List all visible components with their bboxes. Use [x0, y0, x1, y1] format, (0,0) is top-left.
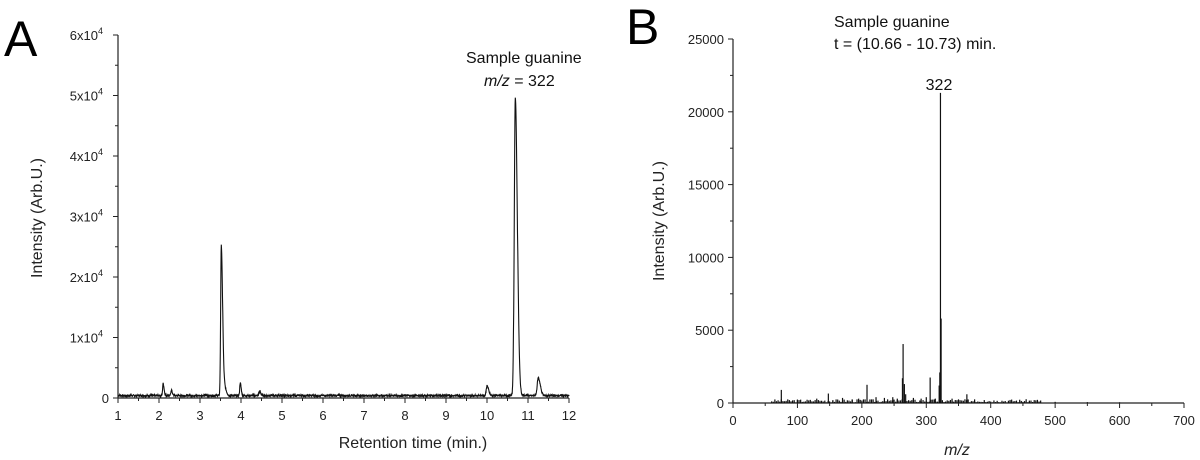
x-tick-label: 500: [1044, 413, 1066, 428]
mass-spectrum-panel: Sample guanine t = (10.66 - 10.73) min. …: [651, 14, 1195, 459]
x-tick-label: 11: [521, 408, 535, 423]
y-tick-label: 2x104: [70, 268, 103, 285]
y-tick-label: 25000: [688, 32, 724, 47]
y-tick-label: 5000: [695, 323, 724, 338]
y-tick-label: 10000: [688, 250, 724, 265]
y-tick-label: 0: [102, 391, 109, 406]
x-tick-label: 300: [915, 413, 937, 428]
spectrum-time-annotation: t = (10.66 - 10.73) min.: [834, 36, 996, 53]
spectrum-y-axis-label: Intensity (Arb.U.): [651, 161, 668, 281]
x-tick-label: 3: [196, 408, 203, 423]
chromatogram-trace: [117, 97, 570, 399]
y-tick-label: 3x104: [70, 208, 103, 225]
x-tick-label: 0: [729, 413, 736, 428]
y-tick-label: 5x104: [70, 87, 103, 104]
x-tick-label: 400: [980, 413, 1002, 428]
y-tick-label: 1x104: [70, 329, 103, 346]
spectrum-x-axis-label: m/z: [944, 442, 970, 459]
chromatogram-panel: Sample guanine m/z = 322 Retention time …: [29, 26, 582, 452]
panel-a-letter: A: [4, 11, 38, 67]
mz-value: = 322: [510, 73, 555, 90]
x-tick-label: 4: [237, 408, 244, 423]
chromatogram-x-axis-label: Retention time (min.): [339, 435, 488, 452]
x-tick-label: 200: [851, 413, 873, 428]
panel-b-letter: B: [626, 0, 659, 55]
chromatogram-mz-annotation: m/z = 322: [484, 73, 555, 90]
chromatogram-sample-annotation: Sample guanine: [466, 50, 582, 67]
y-tick-label: 20000: [688, 105, 724, 120]
x-tick-label: 5: [278, 408, 285, 423]
mz-italic: m/z: [484, 73, 510, 90]
y-tick-label: 6x104: [70, 26, 103, 43]
x-tick-label: 1: [114, 408, 121, 423]
x-tick-label: 10: [480, 408, 494, 423]
x-tick-label: 7: [360, 408, 367, 423]
y-tick-label: 0: [717, 396, 724, 411]
x-tick-label: 12: [562, 408, 576, 423]
y-tick-label: 15000: [688, 178, 724, 193]
chromatogram-y-axis-label: Intensity (Arb.U.): [29, 158, 46, 278]
x-tick-label: 9: [442, 408, 449, 423]
x-tick-label: 8: [401, 408, 408, 423]
spectrum-peak-label: 322: [926, 77, 953, 94]
spectrum-sample-annotation: Sample guanine: [834, 14, 950, 31]
x-tick-label: 600: [1109, 413, 1131, 428]
x-tick-label: 700: [1173, 413, 1195, 428]
x-tick-label: 2: [155, 408, 162, 423]
x-tick-label: 100: [787, 413, 809, 428]
x-tick-label: 6: [319, 408, 326, 423]
y-tick-label: 4x104: [70, 147, 103, 164]
